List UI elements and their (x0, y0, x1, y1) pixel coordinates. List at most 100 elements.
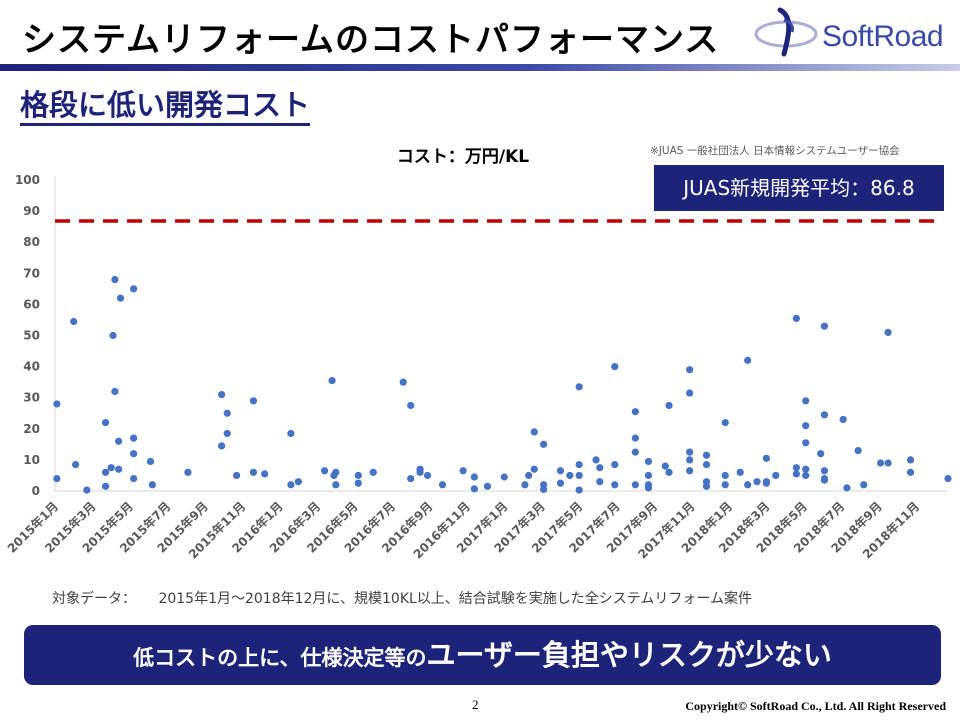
data-point (802, 465, 810, 473)
data-points (53, 275, 952, 494)
data-point (146, 457, 155, 466)
data-point (328, 376, 336, 385)
data-point (792, 464, 800, 472)
target-data-text: 2015年1月～2018年12月に、規模10KL以上、結合試験を実施した全システ… (158, 591, 752, 607)
data-point (575, 486, 583, 494)
data-point (483, 482, 492, 490)
data-point (109, 331, 117, 340)
data-point (556, 467, 565, 475)
source-note: ※JUAS 一般社団法人 日本情報システムユーザー協会 (650, 145, 900, 157)
data-point (596, 478, 604, 486)
data-point (686, 366, 694, 374)
data-point (223, 409, 231, 417)
y-tick-label: 10 (23, 453, 40, 467)
data-point (665, 401, 673, 410)
data-point (772, 471, 780, 480)
data-point (631, 448, 639, 456)
data-point (416, 465, 424, 473)
data-point (631, 434, 639, 442)
data-point (101, 468, 110, 476)
data-point (644, 484, 653, 492)
cost-scatter-chart: コスト：万円/KL 0 10 20 30 40 50 60 70 80 90 100 2015年1月… (4, 147, 952, 562)
data-point (566, 471, 574, 480)
data-point (611, 481, 619, 489)
data-point (101, 418, 110, 427)
data-point (540, 440, 548, 448)
data-point (423, 471, 432, 480)
data-point (839, 415, 847, 424)
data-point (792, 470, 800, 478)
data-point (218, 442, 226, 450)
data-point (320, 467, 329, 475)
data-point (530, 465, 538, 473)
data-point (686, 448, 694, 456)
y-tick-label: 0 (32, 484, 40, 498)
data-point (721, 418, 729, 427)
data-point (232, 471, 241, 480)
target-data-note: 対象データ： 2015年1月～2018年12月に、規模10KL以上、結合試験を実… (52, 588, 752, 608)
data-point (906, 456, 915, 464)
data-point (702, 460, 711, 469)
data-point (802, 397, 810, 405)
header-divider (0, 64, 960, 71)
data-point (500, 473, 508, 481)
data-point (820, 411, 829, 419)
softroad-logo: SoftRoad (750, 6, 960, 60)
data-point (249, 468, 258, 476)
section-subtitle: 格段に低い開発コスト (20, 89, 311, 126)
chart-title: コスト：万円/KL (397, 147, 529, 167)
data-point (592, 456, 600, 464)
data-point (721, 481, 729, 489)
data-point (556, 479, 565, 487)
y-tick-label: 80 (23, 235, 40, 249)
banner-small-text: 低コストの上に、仕様決定等の (133, 646, 427, 670)
data-point (611, 363, 619, 371)
y-tick-label: 30 (23, 391, 40, 405)
data-point (287, 429, 295, 438)
x-axis: 2015年1月2015年3月2015年5月2015年7月2015年9月2015年… (4, 490, 948, 562)
data-point (820, 467, 829, 475)
logo-text: SoftRoad (822, 20, 944, 53)
data-point (130, 474, 138, 483)
data-point (130, 285, 138, 293)
data-point (399, 378, 407, 386)
data-point (802, 422, 810, 430)
y-tick-label: 20 (23, 422, 40, 436)
data-point (744, 481, 752, 489)
data-point (70, 317, 78, 326)
y-tick-label: 60 (23, 297, 40, 311)
data-point (906, 468, 915, 476)
data-point (631, 481, 639, 489)
data-point (753, 478, 761, 486)
banner-big-text: ユーザー負担やリスクが少ない (426, 638, 832, 672)
data-point (802, 439, 810, 447)
data-point (83, 486, 91, 494)
target-data-label: 対象データ： (52, 591, 136, 607)
data-point (762, 479, 771, 487)
data-point (332, 481, 340, 489)
data-point (575, 383, 583, 391)
page-number: 2 (472, 697, 479, 712)
data-point (792, 314, 800, 322)
average-label-box: JUAS新規開発平均：86.8 (654, 165, 944, 211)
data-point (884, 328, 892, 336)
data-point (130, 450, 138, 458)
data-point (854, 446, 862, 455)
data-point (71, 460, 80, 469)
data-point (631, 408, 639, 416)
data-point (702, 482, 711, 490)
data-point (130, 434, 138, 442)
slide-title: システムリフォームのコストパフォーマンス (22, 20, 720, 60)
data-point (223, 429, 231, 438)
data-point (249, 397, 258, 405)
data-point (884, 459, 892, 467)
data-point (53, 400, 61, 408)
copyright: Copyright© SoftRoad Co., Ltd. All Right … (685, 699, 946, 713)
data-point (665, 468, 673, 476)
y-tick-label: 100 (15, 173, 40, 187)
data-point (661, 462, 669, 470)
data-point (611, 460, 619, 469)
data-point (369, 468, 377, 476)
data-point (644, 471, 653, 480)
data-point (944, 474, 952, 483)
